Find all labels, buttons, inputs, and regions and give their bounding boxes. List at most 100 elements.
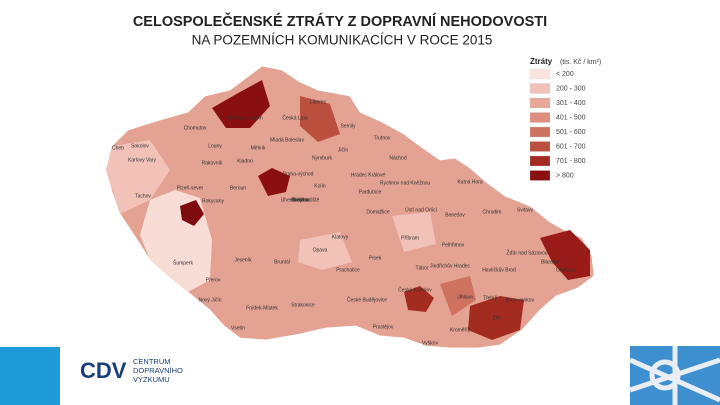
- district-label: Klatovy: [332, 234, 349, 240]
- legend-label: 701 - 800: [556, 158, 586, 165]
- district-label: Rakovník: [202, 160, 223, 166]
- logo-text: VÝZKUMU: [133, 375, 170, 384]
- logo-mark: CDV: [80, 358, 127, 383]
- district-label: Chrudim: [483, 209, 502, 215]
- legend-swatch: [529, 141, 551, 152]
- district-label: Opava: [313, 247, 328, 253]
- legend-swatch: [529, 155, 551, 167]
- legend-unit: (tis. Kč / km²): [560, 59, 601, 66]
- district-label: Nymburk: [312, 155, 333, 161]
- district-label: Jindřichův Hradec: [430, 262, 471, 269]
- corner-block: [0, 347, 60, 405]
- district-label: Uherské Hradiště: [281, 197, 320, 203]
- district-label: Kroměříž: [450, 327, 471, 333]
- district-label: Strakonice: [291, 302, 315, 308]
- district-area: [440, 276, 476, 316]
- district-label: Příbram: [401, 235, 419, 241]
- district-label: Ústí nad Labem: [227, 114, 262, 121]
- district-label: Louny: [208, 143, 222, 149]
- district-label: Pelhřimov: [442, 242, 465, 248]
- legend-label: 301 - 400: [556, 100, 586, 107]
- district-label: Kladno: [237, 158, 253, 164]
- district-label: Praha-východ: [283, 171, 314, 177]
- district-label: Liberec: [310, 99, 327, 105]
- district-label: Mělník: [251, 145, 266, 151]
- district-area: [298, 232, 352, 270]
- district-label: Trutnov: [374, 135, 391, 141]
- district-area: [300, 96, 340, 142]
- legend-label: 200 - 300: [556, 85, 586, 92]
- legend: Ztráty (tis. Kč / km²): [530, 57, 601, 66]
- district-area: [212, 80, 270, 128]
- district-label: Pardubice: [359, 189, 382, 195]
- district-label: Ústí nad Orlicí: [405, 206, 437, 213]
- district-label: Bruntál: [274, 259, 290, 265]
- district-label: Sokolov: [131, 143, 149, 149]
- legend-swatch: [529, 112, 551, 123]
- legend-swatch: [529, 170, 551, 181]
- district-label: Nový Jičín: [198, 297, 221, 303]
- district-label: Cheb: [112, 145, 124, 151]
- legend-label: 601 - 700: [556, 143, 586, 150]
- district-area: [258, 168, 290, 196]
- title-line: NA POZEMNÍCH KOMUNIKACÍCH V ROCE 2015: [192, 33, 493, 48]
- district-label: Semily: [340, 123, 356, 129]
- legend-label: < 200: [556, 71, 574, 78]
- district-label: Brno-venkov: [506, 297, 535, 303]
- district-label: Plzeň-sever: [177, 185, 204, 191]
- district-label: Třebíč: [483, 295, 498, 301]
- district-label: Rychnov nad Kněžnou: [380, 180, 431, 186]
- district-label: Karlovy Vary: [128, 157, 156, 163]
- district-label: Domažlice: [366, 209, 390, 215]
- district-label: Kutná Hora: [457, 179, 483, 185]
- district-label: Žďár nad Sázavou: [506, 248, 547, 256]
- district-label: Kolín: [314, 183, 326, 189]
- title-line: CELOSPOLEČENSKÉ ZTRÁTY Z DOPRAVNÍ NEHODO…: [133, 12, 547, 30]
- district-label: Mladá Boleslav: [270, 137, 304, 143]
- legend-title: Ztráty: [530, 57, 553, 66]
- district-label: Beroun: [230, 185, 246, 191]
- district-label: Blansko: [541, 259, 559, 265]
- district-label: Náchod: [389, 155, 406, 161]
- district-label: Zlín: [493, 315, 502, 321]
- district-label: Vsetín: [231, 325, 245, 331]
- district-label: Břeclav: [292, 197, 309, 203]
- district-label: Znojmo: [292, 197, 309, 203]
- district-label: České Budějovice: [347, 296, 387, 303]
- district-label: Hodonín: [291, 197, 310, 203]
- district-label: Vyškov: [422, 340, 438, 346]
- district-area: [180, 200, 204, 226]
- legend-label: > 800: [556, 172, 574, 179]
- district-label: Česká Lípa: [282, 114, 308, 121]
- district-label: Olomouc: [556, 267, 577, 273]
- district-label: Chomutov: [184, 125, 207, 131]
- legend-swatch: [529, 97, 551, 109]
- district-label: Šumperk: [173, 259, 194, 266]
- district-label: Písek: [369, 255, 382, 261]
- district-label: Tachov: [135, 193, 151, 199]
- district-area: [106, 140, 170, 214]
- district-label: Benešov: [445, 212, 465, 218]
- district-label: Jičín: [338, 147, 349, 153]
- district-label: Rokycany: [202, 198, 224, 204]
- district-label: Hradec Králové: [351, 172, 386, 178]
- district-label: Jihlava: [457, 294, 473, 300]
- legend-label: 401 - 500: [556, 114, 586, 121]
- legend-label: 501 - 600: [556, 129, 586, 136]
- district-label: Havlíčkův Brod: [482, 266, 516, 273]
- district-label: Prachatice: [336, 267, 360, 273]
- map: [105, 65, 595, 349]
- district-area: [404, 286, 434, 312]
- logo-text: DOPRAVNÍHO: [133, 366, 183, 375]
- logo-text: CENTRUM: [133, 357, 171, 366]
- legend-swatch: [529, 126, 551, 138]
- district-label: Přerov: [206, 277, 221, 283]
- district-label: Jeseník: [234, 257, 252, 263]
- district-label: Tábor: [415, 265, 428, 271]
- district-area: [468, 296, 524, 340]
- logo: CDV CENTRUM DOPRAVNÍHO VÝZKUMU: [80, 357, 183, 384]
- district-label: Frýdek-Místek: [246, 305, 278, 311]
- district-area: [392, 212, 436, 252]
